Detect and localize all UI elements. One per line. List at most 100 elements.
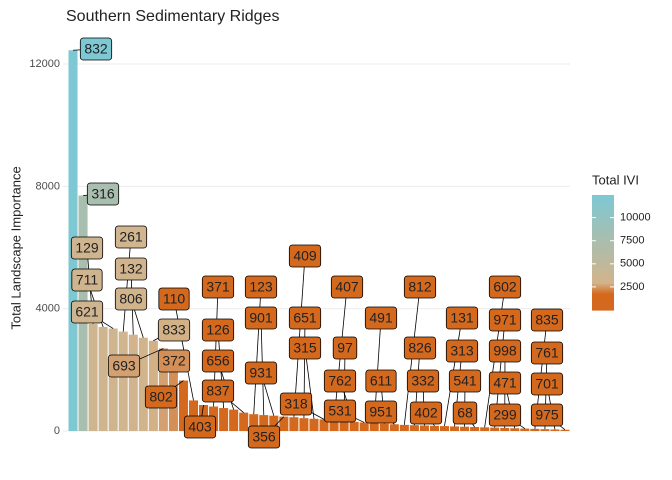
label-bg	[452, 401, 478, 425]
bar-label: 132	[119, 261, 143, 277]
label-bg	[288, 336, 322, 360]
legend-gradient	[592, 260, 614, 263]
legend-gradient	[592, 275, 614, 279]
bar	[349, 421, 359, 431]
bar	[299, 418, 309, 431]
label-box: 837	[201, 379, 235, 403]
legend-gradient	[592, 219, 614, 223]
label-box: 762	[323, 369, 357, 393]
bar-label: 806	[119, 291, 143, 307]
label-bg	[86, 182, 120, 206]
label-box: 971	[488, 308, 522, 332]
bar	[510, 428, 520, 431]
legend-gradient	[592, 227, 614, 231]
label-bg	[244, 275, 278, 299]
bar-label: 651	[293, 310, 317, 326]
legend-gradient	[592, 223, 614, 227]
bar-label: 812	[408, 279, 432, 295]
bar	[399, 424, 409, 431]
bar-label: 123	[249, 279, 273, 295]
legend-gradient	[592, 256, 614, 259]
label-bg	[288, 244, 322, 268]
bar	[540, 429, 550, 431]
bar-label: 372	[162, 353, 186, 369]
label-box: 97	[332, 336, 358, 360]
bar	[520, 428, 530, 431]
bar-label: 656	[206, 353, 230, 369]
label-bg	[445, 339, 479, 363]
label-box: 132	[114, 257, 148, 281]
legend-tick-label: 5000	[620, 258, 644, 270]
label-box: 951	[364, 400, 398, 424]
label-box: 131	[445, 306, 479, 330]
label-bg	[244, 306, 278, 330]
label-box: 313	[445, 339, 479, 363]
label-box: 656	[201, 349, 235, 373]
leader-line	[304, 347, 315, 419]
bar	[259, 415, 269, 431]
label-bg	[403, 336, 437, 360]
legend-gradient	[592, 216, 614, 219]
label-bg	[330, 275, 364, 299]
bar	[229, 409, 239, 431]
legend-tick-label: 7500	[620, 235, 644, 247]
bar-label: 901	[249, 310, 273, 326]
bar-label: 835	[535, 312, 559, 328]
bar-label: 315	[293, 340, 317, 356]
label-box: 693	[107, 354, 141, 378]
legend-gradient	[592, 241, 614, 244]
bar	[108, 328, 118, 431]
label-bg	[158, 287, 190, 311]
label-bg	[332, 336, 358, 360]
legend-gradient	[592, 252, 614, 256]
y-tick-label: 0	[54, 425, 60, 437]
label-bg	[157, 349, 191, 373]
legend-gradient	[592, 237, 614, 240]
legend-gradient	[592, 196, 614, 200]
label-box: 832	[79, 37, 113, 61]
label-box: 409	[288, 244, 322, 268]
label-bg	[364, 400, 398, 424]
legend-gradient	[592, 204, 614, 208]
label-bg	[530, 308, 564, 332]
bar-label: 261	[119, 229, 143, 245]
label-box: 356	[247, 425, 281, 449]
bar	[460, 426, 470, 431]
bar-label: 837	[206, 383, 230, 399]
legend-tick-label: 2500	[620, 281, 644, 293]
legend-gradient	[592, 214, 614, 217]
label-bg	[183, 415, 217, 439]
bar	[429, 425, 439, 431]
label-box: 602	[488, 275, 522, 299]
bar	[490, 427, 500, 431]
label-bg	[530, 403, 564, 427]
bar-label: 998	[493, 343, 517, 359]
legend-gradient	[592, 200, 614, 204]
bar	[98, 327, 108, 431]
bar-label: 761	[535, 345, 559, 361]
leader-line	[253, 286, 262, 415]
label-bg	[364, 306, 398, 330]
label-box: 315	[288, 336, 322, 360]
bar-label: 971	[493, 312, 517, 328]
bar	[359, 422, 369, 431]
label-box: 998	[488, 339, 522, 363]
legend-gradient	[592, 287, 614, 290]
bar-label: 131	[450, 310, 474, 326]
label-bg	[114, 287, 148, 311]
legend-tick-label: 10000	[620, 212, 651, 224]
legend-gradient	[592, 239, 614, 242]
label-bg	[448, 369, 482, 393]
label-bg	[244, 361, 278, 385]
label-bg	[288, 306, 322, 330]
legend-gradient	[592, 271, 614, 275]
legend-gradient	[592, 300, 614, 303]
label-box: 68	[452, 401, 478, 425]
legend-gradient	[592, 304, 614, 307]
legend-gradient	[592, 244, 614, 248]
bar-label: 371	[206, 279, 230, 295]
bar	[239, 412, 249, 431]
chart-title: Southern Sedimentary Ridges	[66, 8, 279, 25]
label-box: 835	[530, 308, 564, 332]
